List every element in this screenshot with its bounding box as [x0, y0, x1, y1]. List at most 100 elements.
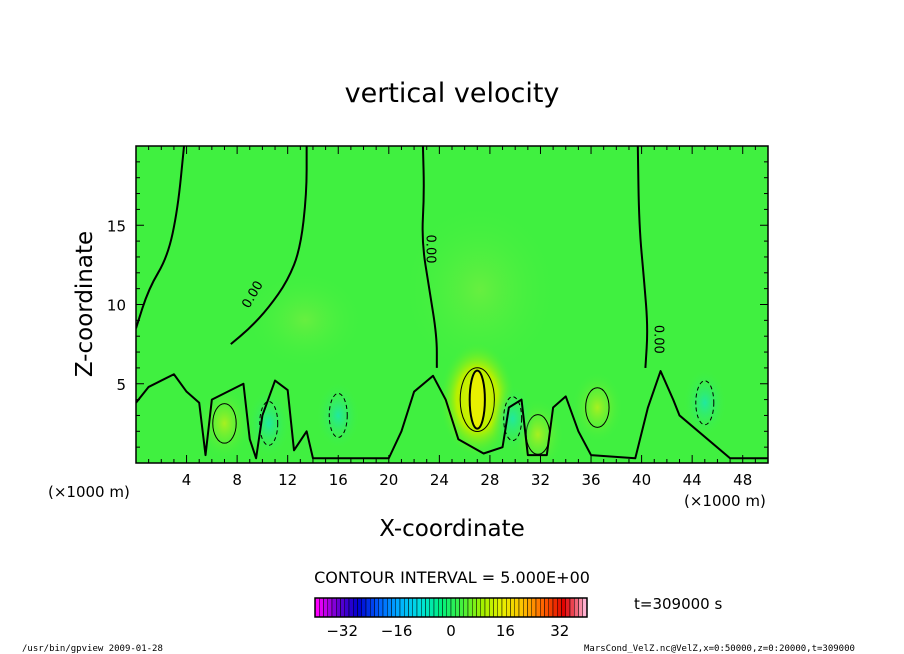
colorbar-swatch — [489, 597, 494, 618]
x-tick-label: 40 — [632, 471, 651, 489]
colorbar-swatch — [472, 597, 477, 618]
colorbar-swatch — [506, 597, 511, 618]
field-shading — [400, 200, 560, 380]
colorbar-swatch — [421, 597, 426, 618]
colorbar-swatch — [501, 597, 507, 618]
x-tick-label: 12 — [278, 471, 297, 489]
zero-contour — [230, 146, 308, 345]
x-tick-label: 36 — [581, 471, 600, 489]
colorbar-swatch — [557, 597, 562, 618]
positive-contour — [585, 387, 610, 428]
x-tick-label: 8 — [232, 471, 242, 489]
colorbar-swatch — [518, 597, 524, 618]
colorbar-swatch — [344, 597, 350, 618]
negative-anomaly — [490, 384, 535, 453]
colorbar-swatch — [327, 597, 333, 618]
negative-contour — [259, 400, 279, 446]
x-unit-left: (×1000 m) — [48, 483, 130, 501]
x-tick-label: 16 — [329, 471, 348, 489]
colorbar-swatch — [561, 597, 566, 618]
x-axis: 4 8 12 16 20 24 28 32 36 40 44 48 — [135, 146, 769, 489]
colorbar-swatch — [459, 597, 464, 618]
colorbar-swatch — [387, 597, 392, 618]
negative-anomaly — [682, 368, 727, 437]
colorbar-swatch — [336, 597, 341, 618]
x-tick-label: 32 — [531, 471, 550, 489]
colorbar-swatch — [425, 597, 430, 618]
colorbar-tick-label: 32 — [550, 622, 569, 640]
negative-anomaly — [316, 381, 361, 450]
colorbar-swatch — [493, 597, 498, 618]
colorbar-swatch — [463, 597, 469, 618]
colorbar-swatch — [433, 597, 439, 618]
colorbar-swatch — [340, 597, 345, 618]
zero-contour — [636, 146, 649, 368]
colorbar-swatch — [455, 597, 460, 618]
colorbar-swatch — [323, 597, 328, 618]
positive-contour — [212, 403, 237, 444]
colorbar-swatch — [395, 597, 401, 618]
field-shading — [245, 270, 365, 370]
colorbar-tick-label: 0 — [446, 622, 456, 640]
colorbar-tick-label: −32 — [326, 622, 358, 640]
positive-contour — [459, 367, 495, 433]
y-axis: 5 10 15 — [107, 145, 768, 464]
contour-interval: CONTOUR INTERVAL = 5.000E+00 — [314, 568, 590, 587]
x-tick-label: 44 — [683, 471, 702, 489]
colorbar-swatch — [450, 597, 456, 618]
colorbar-swatch — [404, 597, 409, 618]
colorbar-swatch — [399, 597, 405, 618]
colorbar-swatch — [361, 597, 367, 618]
time-label: t=309000 s — [634, 595, 722, 613]
negative-contour — [328, 392, 348, 438]
chart-title: vertical velocity — [345, 78, 560, 109]
x-unit-right: (×1000 m) — [684, 492, 766, 510]
y-tick-label: 10 — [107, 297, 126, 315]
colorbar-swatch — [446, 597, 452, 618]
y-axis-title: Z-coordinate — [72, 231, 98, 377]
colorbar-swatch — [370, 597, 375, 618]
colorbar-swatch — [552, 597, 558, 618]
colorbar-swatch — [540, 597, 545, 618]
colorbar-swatch — [408, 597, 413, 618]
colorbar-swatch — [391, 597, 396, 618]
colorbar-swatch — [544, 597, 549, 618]
colorbar-swatch — [429, 597, 435, 618]
colorbar-swatch — [353, 597, 358, 618]
x-tick-label: 48 — [733, 471, 752, 489]
colorbar-swatch — [374, 597, 379, 618]
colorbar-swatch — [442, 597, 447, 618]
colorbar-swatch — [467, 597, 473, 618]
colorbar-swatch — [348, 597, 354, 618]
x-tick-label: 24 — [430, 471, 449, 489]
y-tick-label: 5 — [116, 376, 126, 394]
colorbar-swatch — [319, 597, 324, 618]
positive-anomaly — [571, 371, 624, 444]
colorbar-swatch — [565, 597, 571, 618]
positive-contour-inner — [468, 369, 486, 430]
colorbar-swatch — [382, 597, 388, 618]
colorbar-swatch — [578, 597, 583, 618]
colorbar-swatch — [484, 597, 490, 618]
colorbar-swatch — [523, 597, 528, 618]
contour-label: 0.00 — [423, 235, 438, 264]
colorbar-swatch — [412, 597, 418, 618]
colorbar-swatch — [357, 597, 362, 618]
colorbar-swatch — [569, 597, 575, 618]
colorbar-swatch — [535, 597, 541, 618]
contour-label: 0.00 — [650, 325, 665, 354]
zero-contour — [421, 146, 438, 368]
colorbar-tick-label: 16 — [496, 622, 515, 640]
colorbar-swatch — [378, 597, 384, 618]
colorbar-tick-label: −16 — [381, 622, 413, 640]
colorbar-swatch — [480, 597, 486, 618]
zero-contour-surface — [136, 370, 768, 460]
negative-contour — [503, 396, 523, 442]
x-tick-label: 20 — [379, 471, 398, 489]
colorbar-swatch — [416, 597, 422, 618]
colorbar-swatch — [331, 597, 337, 618]
footer-left: /usr/bin/gpview 2009-01-28 — [22, 644, 163, 654]
colorbar-swatch — [527, 597, 532, 618]
plot-area: 0.000.000.00 — [136, 146, 768, 463]
